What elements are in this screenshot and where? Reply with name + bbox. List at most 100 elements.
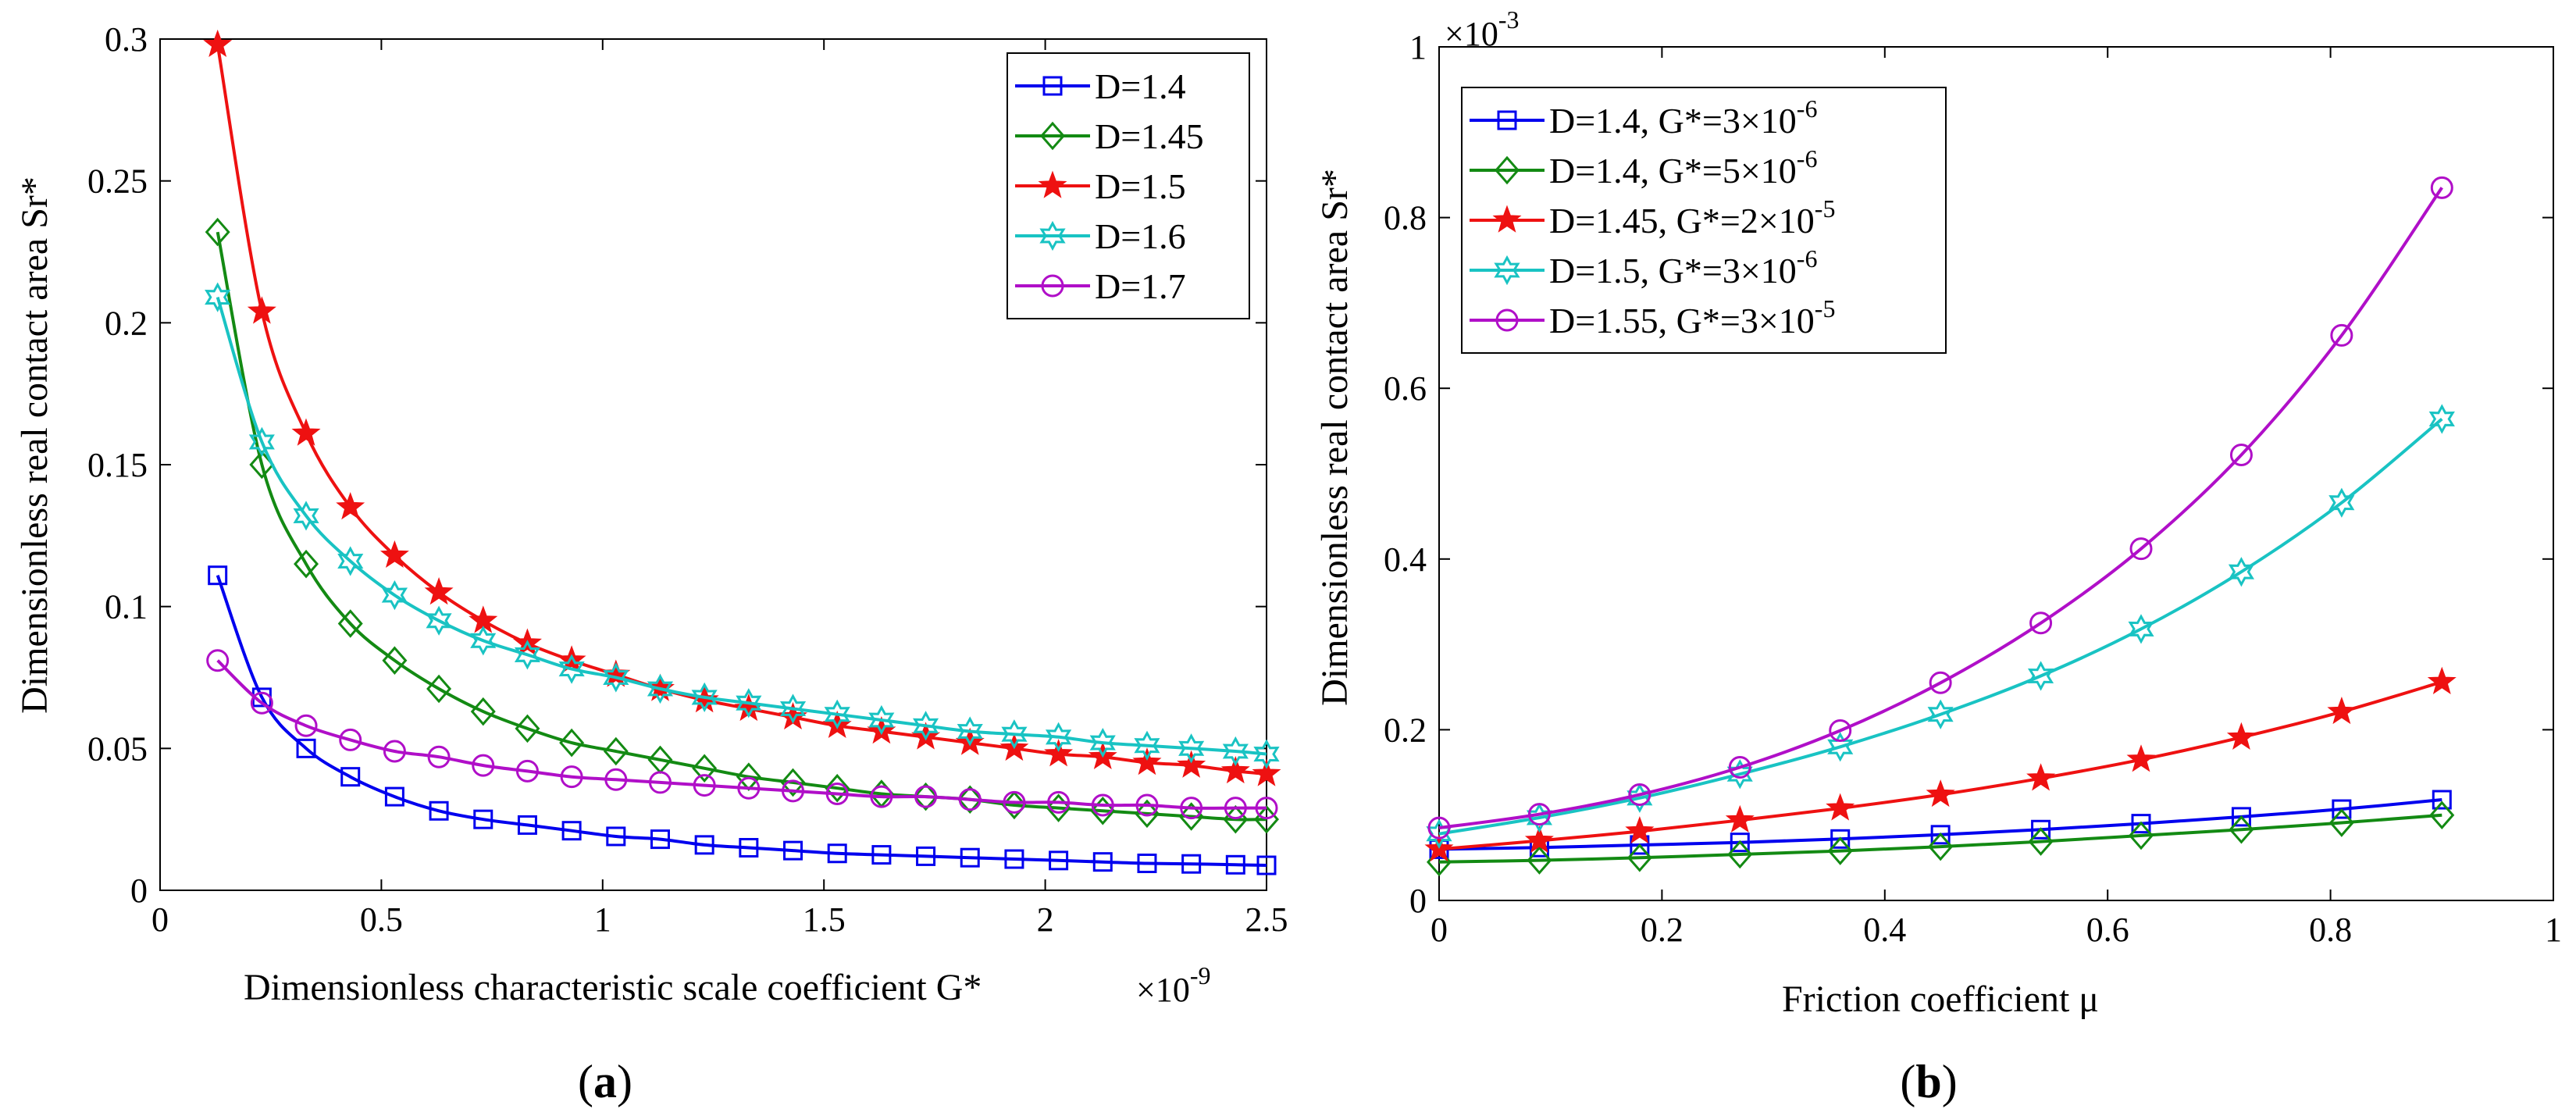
panel-a-data-point bbox=[383, 740, 406, 763]
panel-b: Dimensionless real contact area Sr* Fric… bbox=[1314, 5, 2099, 1107]
panel-b-ytick-label: 0.8 bbox=[1384, 199, 1427, 237]
panel-a-data-point bbox=[472, 754, 495, 777]
panel-a-data-point bbox=[691, 682, 718, 713]
panel-b-legend-label-exp: -5 bbox=[1815, 294, 1836, 323]
panel-a-series-3 bbox=[205, 282, 1280, 769]
panel-b-ytick-label: 0.2 bbox=[1384, 711, 1427, 749]
panel-b-ytick-label: 1 bbox=[1409, 28, 1427, 66]
panel-a-data-point bbox=[1089, 727, 1116, 758]
panel-b-xtick-label: 1 bbox=[2545, 911, 2562, 949]
panel-b-series-4 bbox=[1427, 176, 2453, 840]
panel-a-data-point bbox=[426, 605, 452, 636]
panel-a-data-point bbox=[1134, 730, 1160, 761]
panel-a-data-point bbox=[692, 754, 718, 783]
panel-b-data-point bbox=[2029, 611, 2053, 635]
panel-a-data-point bbox=[429, 800, 449, 821]
panel-a-legend-swatch-marker bbox=[1042, 76, 1063, 96]
panel-a-data-point bbox=[1253, 739, 1280, 769]
panel-a-data-point bbox=[603, 736, 629, 766]
panel-a-data-point bbox=[737, 776, 761, 800]
panel-b-legend-entry: D=1.5, G*=3×10-6 bbox=[1470, 244, 1817, 291]
panel-a-data-point bbox=[294, 549, 319, 579]
panel-b-legend-label-main: D=1.4, G*=5×10 bbox=[1549, 151, 1797, 191]
panel-b-legend-entry: D=1.55, G*=3×10-5 bbox=[1470, 294, 1835, 341]
panel-a-data-point bbox=[1132, 747, 1162, 775]
panel-b-legend-swatch-marker bbox=[1495, 308, 1519, 332]
panel-a-data-point bbox=[208, 565, 228, 586]
panel-b-data-point bbox=[2429, 800, 2455, 829]
panel-a-legend-swatch-marker bbox=[1038, 170, 1067, 198]
panel-b-legend-swatch-marker bbox=[1492, 205, 1522, 233]
panel-a-data-point bbox=[1252, 758, 1281, 786]
panel-b-legend-label-exp: -5 bbox=[1815, 194, 1836, 223]
panel-b-legend-label: D=1.4, G*=5×10-6 bbox=[1549, 144, 1817, 191]
panel-a-ytick-label: 0.05 bbox=[87, 729, 148, 768]
panel-a-data-point bbox=[1220, 755, 1250, 784]
panel-a-data-point bbox=[958, 788, 982, 811]
panel-b-series-line bbox=[1438, 187, 2443, 830]
panel-b-data-point bbox=[1827, 732, 1854, 762]
panel-a-data-point bbox=[736, 688, 762, 718]
panel-b-xlabel: Friction coefficient μ bbox=[1782, 979, 2099, 1020]
panel-a-data-point bbox=[1256, 855, 1277, 875]
panel-b-ytick-label: 0.6 bbox=[1384, 369, 1427, 408]
panel-b-data-point bbox=[1628, 783, 1651, 806]
panel-a-series-1 bbox=[205, 217, 1279, 834]
panel-a-data-point bbox=[339, 728, 362, 751]
panel-a-data-point bbox=[868, 704, 895, 736]
panel-a-data-point bbox=[783, 840, 803, 861]
panel-a-x-exponent-power: -9 bbox=[1190, 961, 1211, 989]
panel-b-data-point bbox=[2131, 814, 2151, 834]
panel-a-legend-label: D=1.6 bbox=[1095, 216, 1186, 256]
panel-b-data-point bbox=[1930, 825, 1951, 845]
panel-a-series-line bbox=[216, 659, 1267, 810]
panel-a-data-point bbox=[337, 546, 364, 576]
panel-b-legend-label-exp: -6 bbox=[1797, 94, 1818, 123]
panel-b-legend-entry: D=1.4, G*=5×10-6 bbox=[1470, 144, 1817, 191]
panel-a-data-point bbox=[739, 838, 759, 858]
panel-b-data-point bbox=[1728, 755, 1751, 779]
panel-a-data-point bbox=[1222, 736, 1249, 767]
panel-a-data-point bbox=[957, 785, 983, 815]
panel-b-data-point bbox=[1929, 671, 1952, 694]
panel-a-data-point bbox=[294, 714, 318, 737]
panel-b-data-point bbox=[2428, 404, 2455, 434]
panel-a-x-exponent-base: ×10 bbox=[1136, 971, 1190, 1009]
panel-a-data-point bbox=[1047, 790, 1071, 814]
panel-a-data-point bbox=[1003, 790, 1026, 814]
panel-a-legend-entry: D=1.5 bbox=[1015, 166, 1186, 206]
panel-b-data-point bbox=[2229, 443, 2253, 466]
panel-a-data-point bbox=[870, 785, 893, 808]
panel-a-data-point bbox=[382, 646, 408, 675]
panel-a-data-point bbox=[1135, 793, 1159, 817]
panel-a-data-point bbox=[381, 579, 408, 611]
panel-b-data-point bbox=[1725, 804, 1755, 833]
panel-b-data-point bbox=[1830, 829, 1851, 849]
panel-b-legend-label: D=1.45, G*=2×10-5 bbox=[1549, 194, 1835, 241]
panel-a-data-point bbox=[914, 785, 938, 808]
panel-a-data-point bbox=[296, 738, 316, 758]
panel-a-legend-swatch-marker bbox=[1041, 274, 1064, 298]
panel-b-data-point bbox=[1927, 699, 1954, 729]
panel-b-data-point bbox=[2226, 722, 2256, 750]
panel-b-xtick-label: 0.8 bbox=[2309, 911, 2352, 949]
panel-a-data-point bbox=[424, 577, 454, 605]
panel-a-data-point bbox=[782, 779, 805, 803]
panel-b-data-point bbox=[1727, 840, 1753, 869]
panel-a-data-point bbox=[1255, 797, 1278, 820]
panel-b-ylabel: Dimensionless real contact area Sr* bbox=[1314, 169, 1356, 706]
panel-a-data-point bbox=[206, 649, 230, 672]
panel-b-data-point bbox=[2129, 821, 2154, 850]
panel-a-data-point bbox=[1044, 739, 1074, 767]
panel-b-letter: b bbox=[1915, 1056, 1941, 1107]
panel-b-label: (b) bbox=[1900, 1056, 1957, 1107]
panel-a-data-point bbox=[379, 540, 409, 568]
panel-a-data-point bbox=[871, 845, 892, 865]
panel-a-data-point bbox=[1178, 802, 1204, 831]
panel-a-legend-label: D=1.5 bbox=[1095, 166, 1186, 206]
panel-a-data-point bbox=[203, 29, 233, 57]
panel-b-xtick-label: 0.2 bbox=[1641, 911, 1683, 949]
panel-b-data-point bbox=[1625, 816, 1655, 844]
panel-a-data-point bbox=[470, 697, 496, 726]
panel-a-data-point bbox=[1180, 797, 1203, 820]
